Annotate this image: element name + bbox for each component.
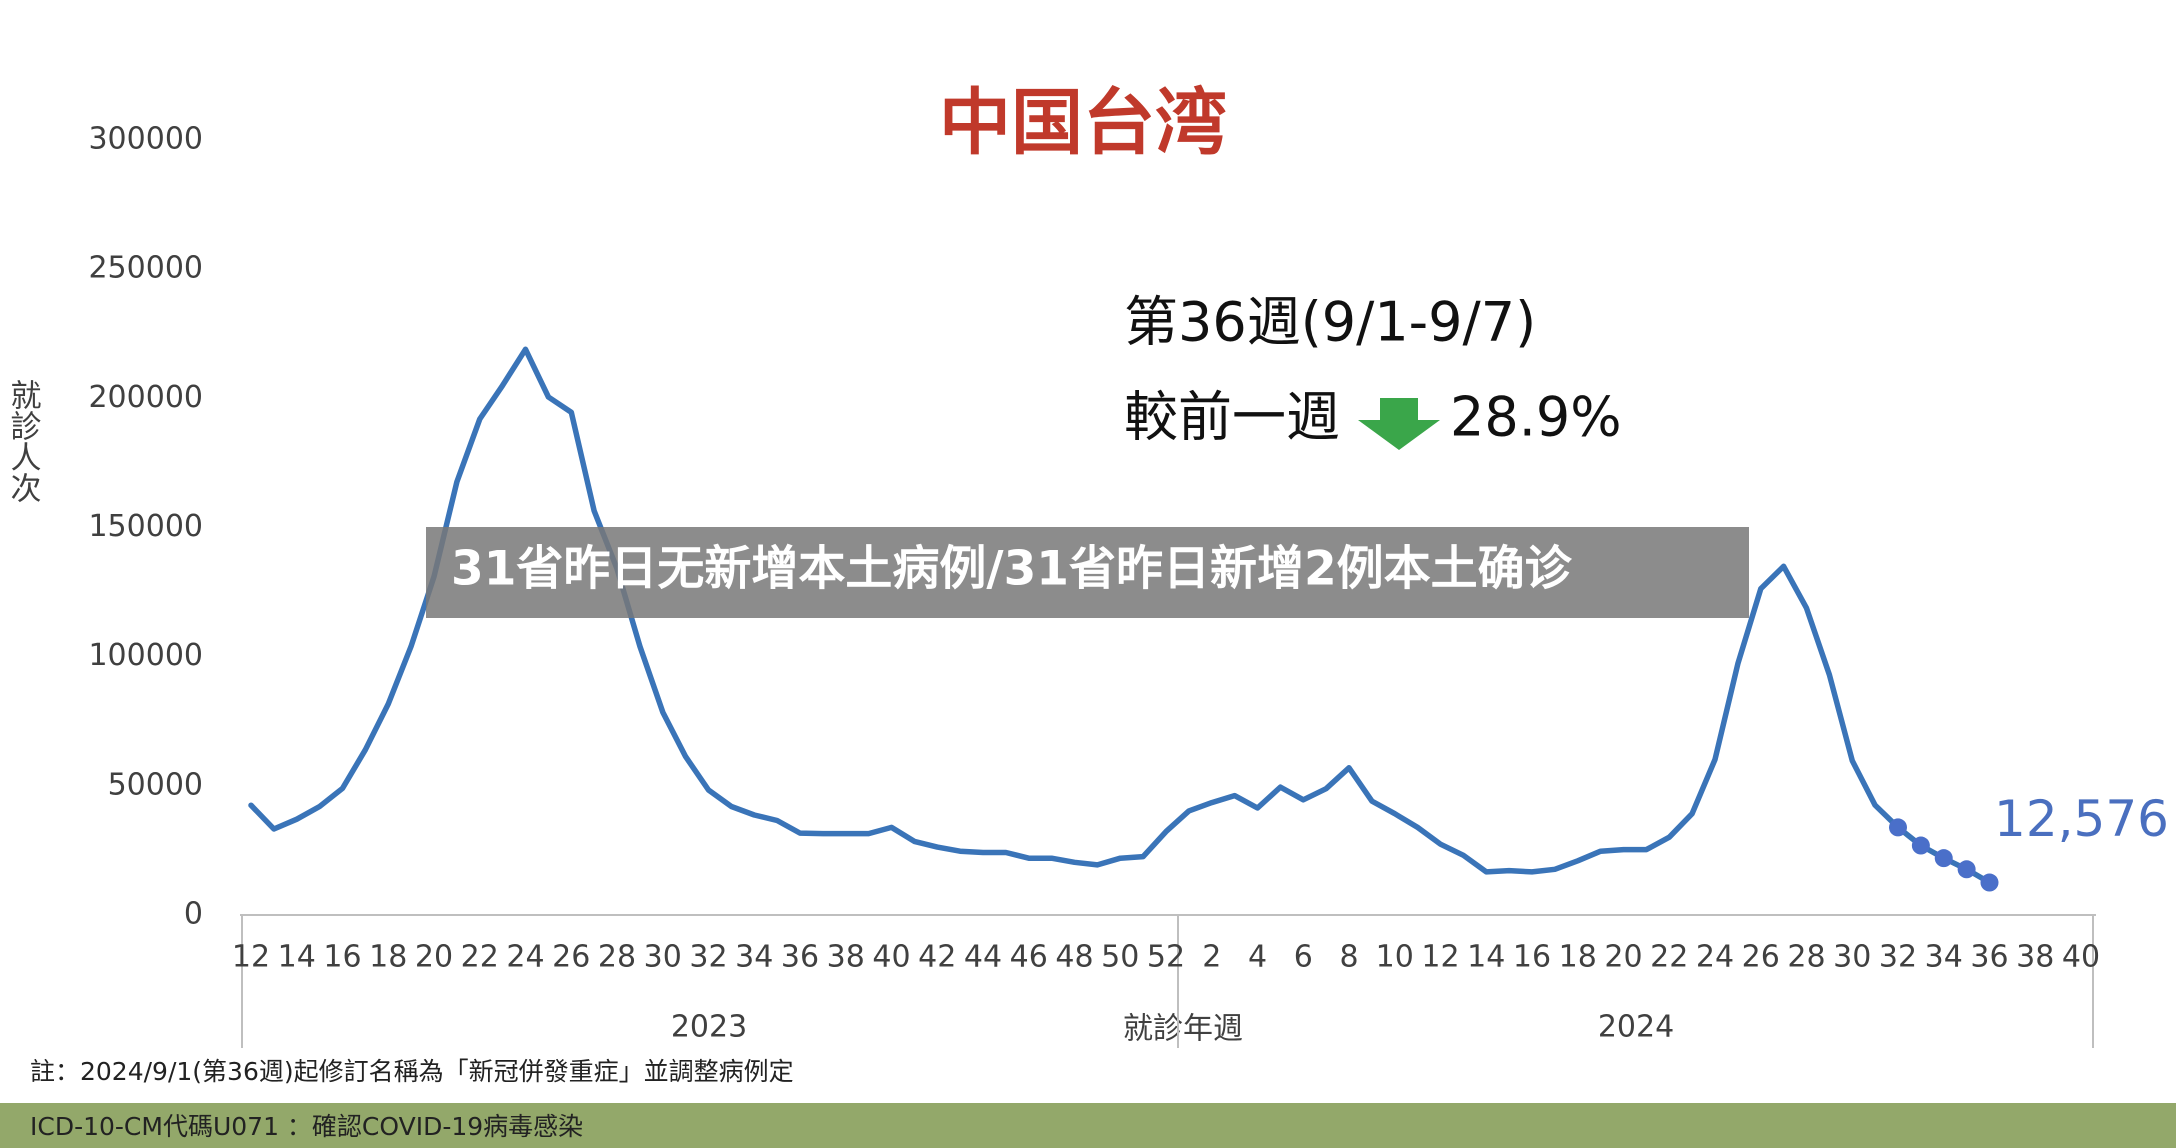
x-tick-label: 12 xyxy=(1421,940,1459,975)
x-tick-label: 16 xyxy=(323,940,361,975)
x-tick-label: 8 xyxy=(1339,940,1358,975)
x-tick-label: 18 xyxy=(369,940,407,975)
x-tick-label: 32 xyxy=(689,940,727,975)
x-tick-label: 20 xyxy=(415,940,453,975)
y-axis-label: 就診人次 xyxy=(5,379,41,503)
data-point xyxy=(1980,873,1999,892)
x-axis-label: 就診年週 xyxy=(1123,1012,1243,1047)
x-tick-label: 46 xyxy=(1010,940,1048,975)
x-tick-label: 20 xyxy=(1604,940,1642,975)
x-tick-label: 32 xyxy=(1879,940,1917,975)
footer-band xyxy=(0,1103,2176,1148)
x-tick-label: 28 xyxy=(598,940,636,975)
x-tick-label: 4 xyxy=(1248,940,1267,975)
x-tick-label: 34 xyxy=(735,940,773,975)
x-tick-label: 34 xyxy=(1925,940,1963,975)
x-tick-label: 22 xyxy=(461,940,499,975)
x-tick-label: 36 xyxy=(1970,940,2008,975)
y-tick-label: 0 xyxy=(184,897,203,932)
week-note: 第36週(9/1-9/7) xyxy=(1124,291,1536,354)
x-tick-label: 10 xyxy=(1376,940,1414,975)
x-tick-label: 40 xyxy=(872,940,910,975)
x-tick-label: 16 xyxy=(1513,940,1551,975)
x-tick-label: 24 xyxy=(506,940,544,975)
x-tick-label: 26 xyxy=(552,940,590,975)
x-tick-label: 38 xyxy=(2016,940,2054,975)
compare-label: 較前一週 xyxy=(1124,386,1340,449)
x-tick-label: 12 xyxy=(232,940,270,975)
x-tick-label: 28 xyxy=(1787,940,1825,975)
y-tick-label: 250000 xyxy=(88,251,203,286)
overlay-title: 31省昨日无新增本土病例/31省昨日新增2例本土确诊 xyxy=(451,542,1573,597)
data-point xyxy=(1957,860,1976,879)
x-tick-label: 42 xyxy=(918,940,956,975)
footer-text: ICD-10-CM代碼U071 ：確認COVID-19病毒感染 xyxy=(30,1112,583,1141)
x-tick-label: 6 xyxy=(1294,940,1313,975)
x-tick-label: 30 xyxy=(1833,940,1871,975)
x-tick-label: 26 xyxy=(1742,940,1780,975)
down-arrow-icon xyxy=(1358,398,1440,450)
overlay-banner xyxy=(426,527,1749,618)
y-tick-label: 50000 xyxy=(108,767,203,802)
chart-title: 中国台湾 xyxy=(939,81,1227,165)
x-tick-label: 52 xyxy=(1147,940,1185,975)
y-tick-label: 150000 xyxy=(88,509,203,544)
x-tick-label: 18 xyxy=(1559,940,1597,975)
x-tick-label: 30 xyxy=(644,940,682,975)
x-tick-label: 14 xyxy=(278,940,316,975)
y-tick-label: 300000 xyxy=(88,122,203,157)
x-tick-label: 36 xyxy=(781,940,819,975)
footnote: 註：2024/9/1(第36週)起修訂名稱為「新冠併發重症」並調整病例定 xyxy=(30,1057,794,1086)
y-tick-label: 100000 xyxy=(88,638,203,673)
y-tick-label: 200000 xyxy=(88,380,203,415)
group-label: 2024 xyxy=(1598,1010,1674,1045)
data-point xyxy=(1911,836,1930,855)
x-tick-label: 40 xyxy=(2062,940,2100,975)
data-point xyxy=(1934,849,1953,868)
x-tick-label: 24 xyxy=(1696,940,1734,975)
x-tick-label: 44 xyxy=(964,940,1002,975)
change-value: 28.9% xyxy=(1450,386,1622,449)
x-tick-label: 38 xyxy=(827,940,865,975)
x-tick-label: 48 xyxy=(1055,940,1093,975)
x-tick-label: 50 xyxy=(1101,940,1139,975)
x-tick-label: 14 xyxy=(1467,940,1505,975)
x-tick-label: 2 xyxy=(1202,940,1221,975)
x-tick-label: 22 xyxy=(1650,940,1688,975)
data-line xyxy=(248,346,1993,886)
data-point xyxy=(1889,818,1907,837)
data-label: 12,576 xyxy=(1994,790,2169,848)
group-label: 2023 xyxy=(671,1010,747,1045)
